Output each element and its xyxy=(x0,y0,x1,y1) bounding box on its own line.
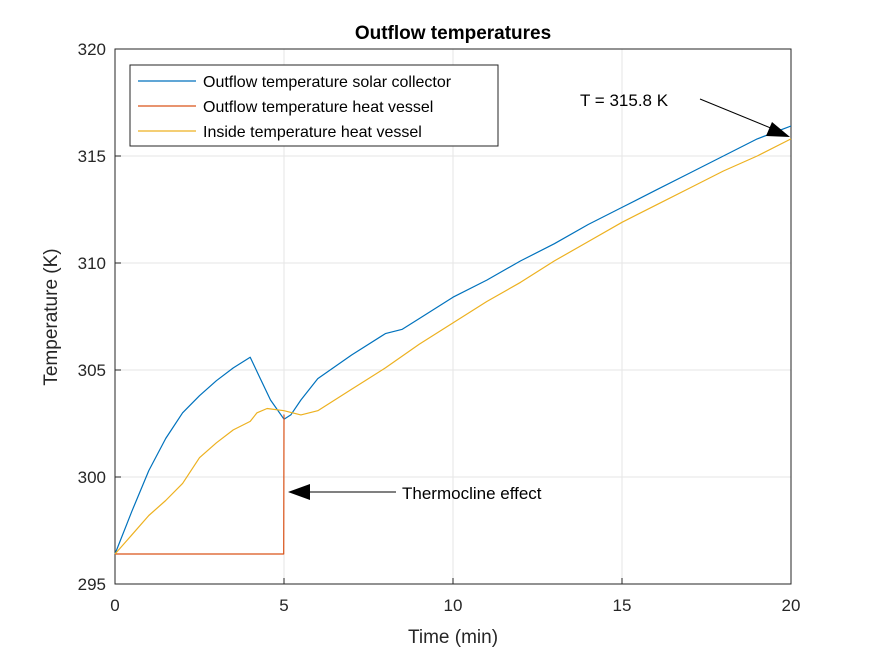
annotation-final-temperature-text: T = 315.8 K xyxy=(580,91,669,110)
y-tick-label: 315 xyxy=(78,147,106,166)
y-tick-label: 320 xyxy=(78,40,106,59)
x-tick-label: 10 xyxy=(444,596,463,615)
series-line-heat-vessel-inside xyxy=(114,138,792,555)
y-tick-label: 310 xyxy=(78,254,106,273)
x-tick-label: 0 xyxy=(110,596,119,615)
chart-title: Outflow temperatures xyxy=(355,23,551,44)
y-tick-label: 300 xyxy=(78,468,106,487)
x-axis-label: Time (min) xyxy=(408,627,498,648)
legend-label-heat-vessel-inside: Inside temperature heat vessel xyxy=(203,124,422,141)
series-line-solar-collector xyxy=(114,125,792,555)
annotation-thermocline: Thermocline effect xyxy=(288,484,542,503)
y-tick-label: 295 xyxy=(78,575,106,594)
annotation-final-temperature: T = 315.8 K xyxy=(580,91,790,137)
legend-label-solar-collector: Outflow temperature solar collector xyxy=(203,74,452,91)
series-line-heat-vessel-outflow xyxy=(115,414,285,555)
legend-label-heat-vessel-outflow: Outflow temperature heat vessel xyxy=(203,99,433,116)
legend: Outflow temperature solar collector Outf… xyxy=(129,64,499,147)
series-layer xyxy=(114,125,792,555)
x-tick-label: 15 xyxy=(613,596,632,615)
annotation-final-temperature-arrowhead xyxy=(766,122,790,137)
y-tick-label: 305 xyxy=(78,361,106,380)
x-tick-label: 5 xyxy=(279,596,288,615)
annotation-thermocline-arrowhead xyxy=(288,484,310,500)
annotation-thermocline-text: Thermocline effect xyxy=(402,484,542,503)
annotation-final-temperature-arrow xyxy=(699,98,779,132)
x-axis: 0 5 10 15 20 xyxy=(110,578,800,615)
y-axis: 295 300 305 310 315 320 xyxy=(78,40,121,594)
x-tick-label: 20 xyxy=(782,596,801,615)
y-axis-label: Temperature (K) xyxy=(41,248,62,385)
